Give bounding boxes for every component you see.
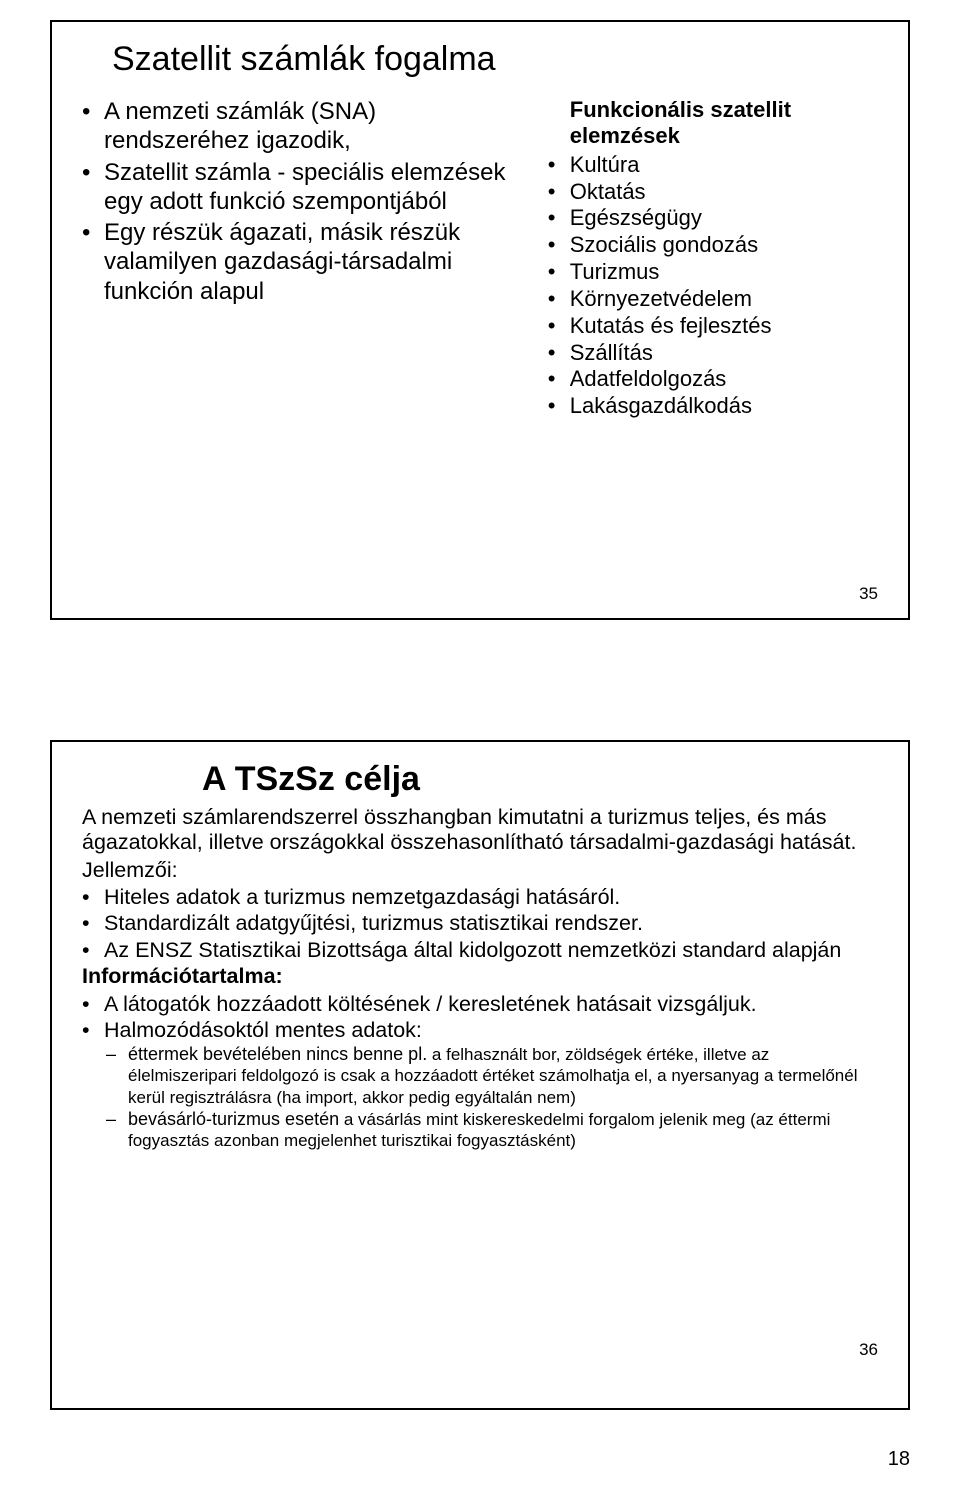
slide-2: A TSzSz célja A nemzeti számlarendszerre…	[50, 740, 910, 1410]
list-item: Standardizált adatgyűjtési, turizmus sta…	[82, 911, 878, 936]
list-item: A látogatók hozzáadott költésének / kere…	[82, 992, 878, 1017]
slide2-info-list: A látogatók hozzáadott költésének / kere…	[82, 992, 878, 1044]
list-item: Hiteles adatok a turizmus nemzetgazdaság…	[82, 885, 878, 910]
list-item: Adatfeldolgozás	[548, 366, 898, 393]
slide2-body: A nemzeti számlarendszerrel összhangban …	[82, 805, 878, 1151]
footer-page-number: 18	[0, 1440, 960, 1489]
slide2-page-number: 36	[859, 1340, 878, 1360]
list-item: Kultúra	[548, 152, 898, 179]
sub-lead: éttermek bevételében nincs benne pl.	[128, 1044, 427, 1064]
slide1-left-list: A nemzeti számlák (SNA) rendszeréhez iga…	[82, 97, 528, 306]
list-item: éttermek bevételében nincs benne pl. a f…	[106, 1044, 878, 1108]
slide2-jellemzoi-label: Jellemzői:	[82, 858, 878, 883]
list-item: Turizmus	[548, 259, 898, 286]
list-item: Egészségügy	[548, 205, 898, 232]
slide1-right-col: Funkcionális szatellit elemzések Kultúra…	[548, 97, 898, 420]
list-item: Az ENSZ Statisztikai Bizottsága által ki…	[82, 938, 878, 963]
list-item: Környezetvédelem	[548, 286, 898, 313]
sub-lead: bevásárló-turizmus esetén	[128, 1109, 339, 1129]
list-item: Lakásgazdálkodás	[548, 393, 898, 420]
page: Szatellit számlák fogalma A nemzeti szám…	[0, 0, 960, 1440]
list-item: A nemzeti számlák (SNA) rendszeréhez iga…	[82, 97, 528, 156]
list-item: Szociális gondozás	[548, 232, 898, 259]
slide2-sublist: éttermek bevételében nincs benne pl. a f…	[82, 1044, 878, 1151]
slide1-page-number: 35	[859, 584, 878, 604]
list-item: bevásárló-turizmus esetén a vásárlás min…	[106, 1109, 878, 1151]
list-item: Egy részük ágazati, másik részük valamil…	[82, 218, 528, 306]
slide1-right-list: Kultúra Oktatás Egészségügy Szociális go…	[548, 152, 898, 420]
list-item: Kutatás és fejlesztés	[548, 313, 898, 340]
list-item: Halmozódásoktól mentes adatok:	[82, 1018, 878, 1043]
slide-1: Szatellit számlák fogalma A nemzeti szám…	[50, 20, 910, 620]
slide2-jellemzoi-list: Hiteles adatok a turizmus nemzetgazdaság…	[82, 885, 878, 963]
slide1-right-heading: Funkcionális szatellit elemzések	[548, 97, 898, 150]
slide2-title: A TSzSz célja	[202, 760, 878, 799]
slide2-info-label: Információtartalma:	[82, 964, 878, 989]
list-item: Szatellit számla - speciális elemzések e…	[82, 158, 528, 217]
slide2-intro: A nemzeti számlarendszerrel összhangban …	[82, 805, 878, 856]
list-item: Oktatás	[548, 179, 898, 206]
slide1-columns: A nemzeti számlák (SNA) rendszeréhez iga…	[82, 97, 878, 420]
slide1-left-col: A nemzeti számlák (SNA) rendszeréhez iga…	[82, 97, 528, 420]
slide1-title: Szatellit számlák fogalma	[112, 40, 878, 79]
list-item: Szállítás	[548, 340, 898, 367]
